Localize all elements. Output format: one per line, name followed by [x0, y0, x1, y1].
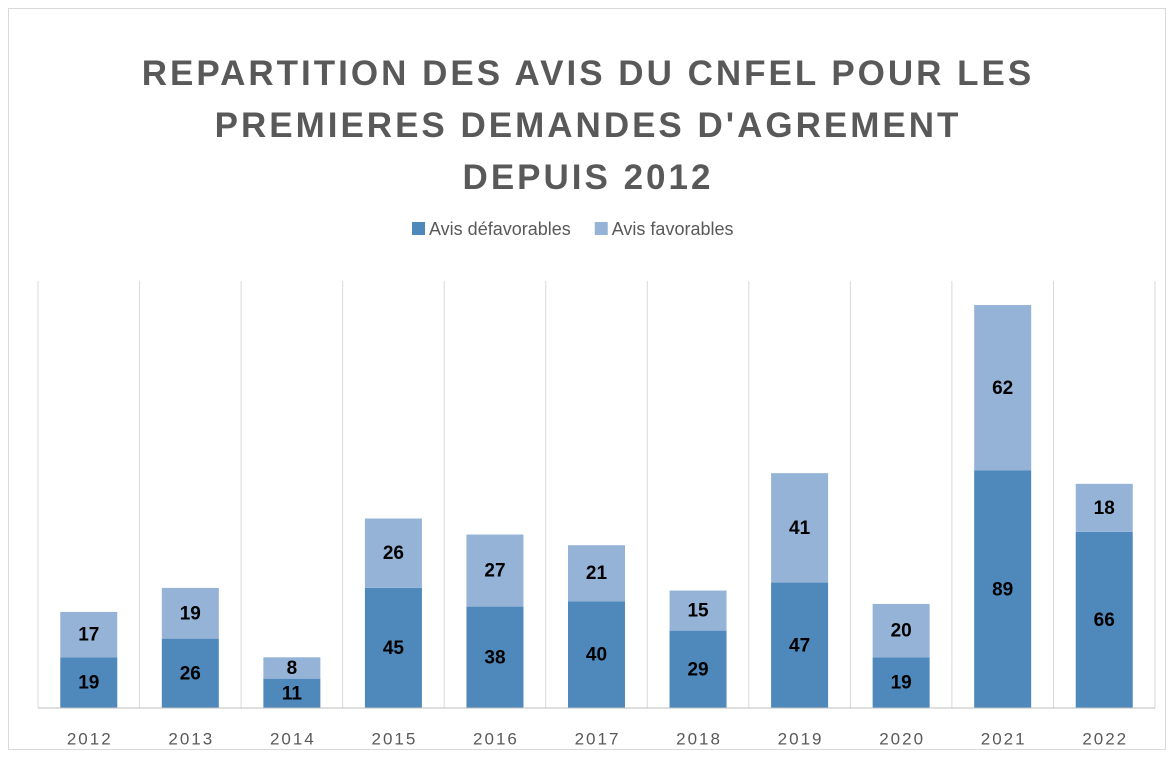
data-label: 38: [484, 647, 505, 668]
bar-segment: [771, 582, 829, 708]
x-tick-label: 2020: [879, 729, 925, 748]
bar-segment: [60, 611, 118, 658]
data-label: 89: [992, 579, 1013, 600]
bar-segment: [1075, 483, 1133, 532]
bar-segment: [669, 630, 727, 708]
data-label: 20: [891, 621, 912, 642]
data-label: 15: [687, 601, 709, 622]
x-tick-label: 2017: [575, 729, 621, 748]
data-label: 47: [789, 635, 810, 656]
data-label: 41: [789, 518, 811, 539]
x-tick-label: 2018: [676, 729, 722, 748]
data-label: 19: [180, 603, 201, 624]
data-label: 19: [891, 673, 912, 694]
bar-segment: [161, 587, 219, 639]
legend-swatch: [594, 222, 608, 235]
data-label: 11: [282, 683, 303, 704]
data-label: 27: [484, 561, 505, 582]
bar-segment: [263, 678, 321, 708]
bar-segment: [872, 657, 930, 708]
x-tick-label: 2021: [981, 729, 1027, 748]
bar-segment: [771, 473, 829, 583]
data-label: 66: [1094, 610, 1115, 631]
data-label: 19: [78, 673, 99, 694]
legend-label: Avis défavorables: [429, 219, 571, 239]
bar-segment: [466, 534, 524, 607]
x-tick-label: 2013: [168, 729, 214, 748]
bar-segment: [974, 470, 1032, 708]
x-tick-label: 2016: [473, 729, 519, 748]
bar-segment: [1075, 531, 1133, 708]
data-label: 21: [586, 563, 608, 584]
data-label: 29: [687, 659, 708, 680]
data-label: 8: [287, 658, 298, 679]
x-tick-label: 2019: [778, 729, 824, 748]
bar-segment: [263, 657, 321, 679]
bar-segment: [872, 603, 930, 658]
x-tick-label: 2012: [67, 729, 113, 748]
data-label: 45: [383, 638, 405, 659]
data-label: 17: [78, 625, 99, 646]
bar-segment: [974, 305, 1032, 471]
bar-segment: [466, 606, 524, 708]
chart-frame: [8, 8, 1166, 750]
legend-swatch: [412, 222, 425, 235]
legend-label: Avis favorables: [612, 219, 734, 239]
bar-segment: [364, 587, 422, 708]
data-label: 62: [992, 378, 1013, 399]
x-tick-label: 2022: [1082, 729, 1128, 748]
data-label: 26: [383, 543, 404, 564]
x-tick-label: 2015: [371, 729, 417, 748]
bar-segment: [161, 638, 219, 708]
bar-segment: [568, 545, 625, 602]
data-label: 18: [1094, 498, 1115, 519]
data-label: 40: [586, 645, 607, 666]
bar-segment: [60, 657, 118, 708]
data-label: 26: [180, 663, 201, 684]
bar-segment: [669, 590, 727, 631]
chart-title: REPARTITION DES AVIS DU CNFEL POUR LES P…: [141, 54, 1035, 197]
x-tick-label: 2014: [270, 729, 316, 748]
bar-segment: [364, 518, 422, 588]
bar-segment: [568, 601, 625, 708]
